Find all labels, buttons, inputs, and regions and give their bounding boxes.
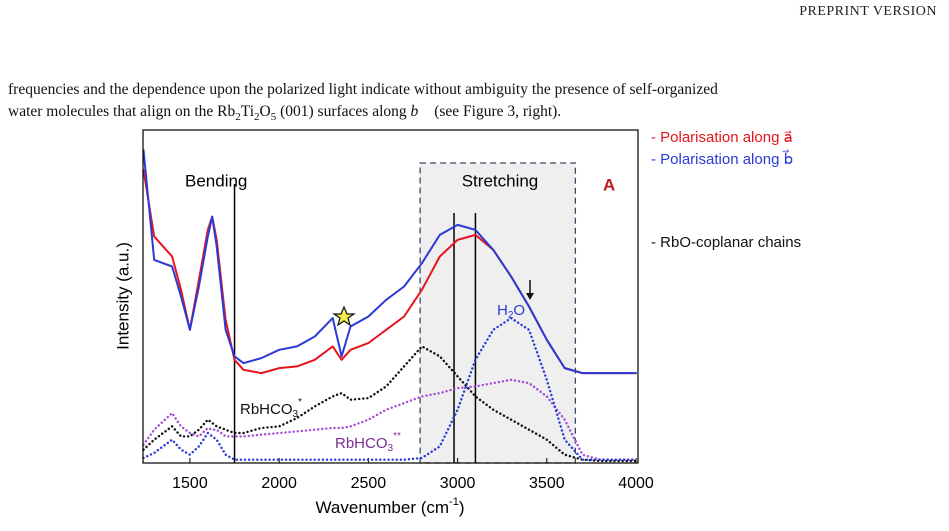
figure: Bending Stretching A H2O RbHCO3* RbHCO3*… — [113, 129, 801, 518]
x-tick-label: 2500 — [351, 475, 387, 492]
legend-entry: - Polarisation along b⃗ — [651, 149, 793, 168]
text: RbHCO — [335, 435, 388, 452]
subscript: 2 — [235, 111, 241, 124]
series-line — [142, 149, 637, 375]
subscript: 3 — [293, 409, 299, 420]
text: RbHCO — [240, 401, 293, 418]
arrow-head — [526, 293, 534, 300]
annotation: - RbO-coplanar chains — [651, 234, 801, 251]
subscript: 3 — [388, 443, 394, 454]
text: (see Figure 3, right). — [430, 103, 562, 120]
text: Ti — [240, 103, 255, 120]
region-box — [419, 162, 577, 464]
plot-frame — [142, 129, 639, 464]
text: O — [259, 103, 271, 120]
superscript: -1 — [449, 496, 459, 508]
superscript: ** — [393, 431, 401, 442]
subscript: 5 — [270, 111, 277, 124]
subscript: 2 — [254, 111, 260, 124]
annotation: H2O — [497, 302, 525, 321]
superscript: * — [298, 397, 302, 408]
annotation: RbHCO3** — [335, 431, 401, 454]
text: ) — [459, 498, 465, 517]
region-label: Bending — [185, 171, 247, 190]
legend-entry: - Polarisation along a⃗ — [651, 129, 793, 146]
text: H — [497, 302, 508, 319]
header: PREPRINT VERSION — [799, 4, 937, 19]
text-line: frequencies and the dependence upon the … — [8, 81, 718, 98]
x-tick-label: 3000 — [440, 475, 476, 492]
x-tick-label: 1500 — [172, 475, 208, 492]
region-label: Stretching — [462, 171, 539, 190]
text-line: water molecules that align on the Rb2Ti2… — [8, 101, 718, 128]
paragraph: frequencies and the dependence upon the … — [8, 79, 718, 128]
x-tick-label: 2000 — [261, 475, 297, 492]
x-tick-label: 3500 — [529, 475, 565, 492]
star-marker — [332, 305, 356, 327]
series-line — [142, 345, 638, 463]
series-line — [142, 378, 638, 461]
text: water molecules that align on the Rb — [8, 103, 236, 120]
x-axis-label: Wavenumber (cm-1) — [316, 496, 465, 518]
text: Wavenumber (cm — [316, 498, 450, 517]
background-layer — [189, 162, 637, 464]
x-tick-label: 4000 — [618, 475, 654, 492]
subscript: 2 — [508, 310, 514, 321]
text: (001) surfaces along — [276, 103, 411, 120]
text: O — [513, 302, 525, 319]
annotation: RbHCO3* — [240, 397, 302, 420]
plot-layer — [142, 149, 638, 463]
y-axis-label: Intensity (a.u.) — [113, 242, 132, 350]
panel-label: A — [603, 175, 615, 194]
vector: b⃗ — [410, 103, 431, 120]
